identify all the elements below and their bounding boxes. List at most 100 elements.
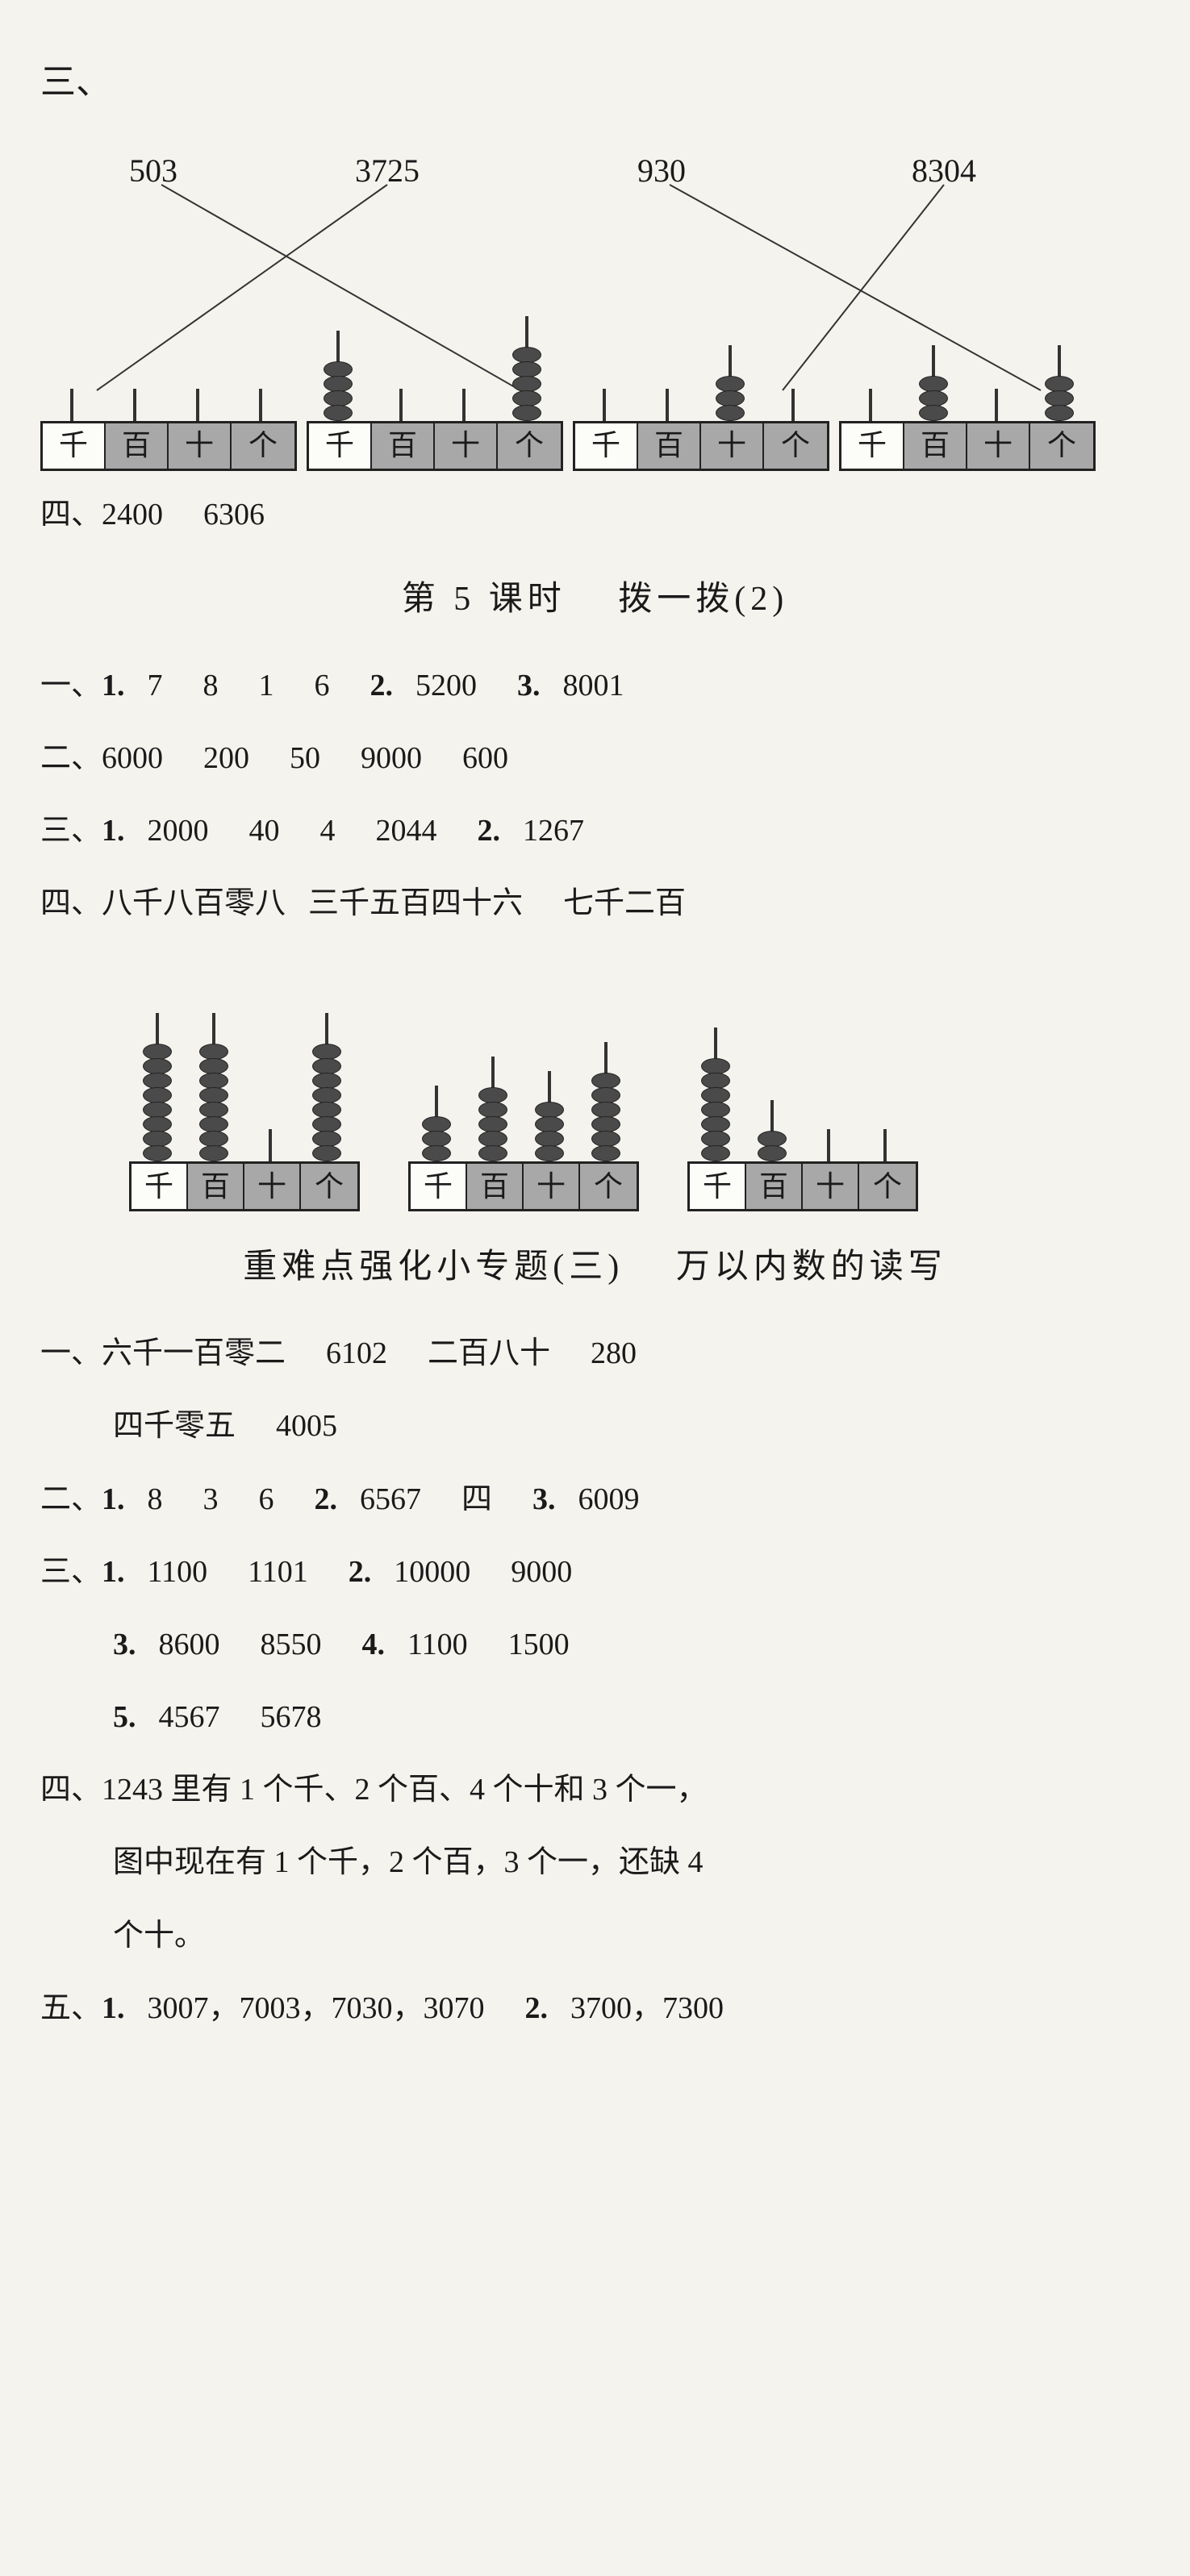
t3-l3-row3: 5.45675678: [40, 1688, 1150, 1746]
abacus-label-cell: 千: [309, 423, 372, 469]
abacus-bead: [758, 1131, 787, 1147]
abacus: 千百十个: [687, 952, 918, 1211]
abacus-bead: [199, 1044, 228, 1060]
abacus-label-cell: 个: [1030, 423, 1093, 469]
abacus-column: [186, 1013, 242, 1161]
abacus-rod: [435, 1086, 438, 1118]
t3-l2: 二、1.8362.6567四3.6009: [40, 1470, 1150, 1528]
abacus-rod: [791, 389, 795, 421]
abacus-base: 千百十个: [129, 1161, 360, 1211]
l5-l3-v2: 1267: [523, 814, 584, 848]
abacus-bead: [716, 376, 745, 392]
abacus: 千百十个: [40, 308, 297, 471]
l5-l1-b1: 1.: [102, 669, 125, 702]
abacus-column: [408, 1086, 465, 1161]
l5-l4-b: 三千五百四十六: [308, 886, 523, 920]
t3-l1-an: 6102: [326, 1336, 387, 1370]
abacus-rod: [932, 345, 935, 377]
abacus-rod: [259, 389, 262, 421]
abacus-column: [103, 389, 166, 421]
abacus-label-cell: 十: [244, 1164, 301, 1209]
abacus-rod: [156, 1013, 159, 1045]
matching-diagram: 50337259308304 千百十个千百十个千百十个千百十个: [40, 132, 1138, 471]
abacus-column: [299, 1013, 355, 1161]
abacus-bead: [591, 1087, 620, 1103]
abacus-bead: [478, 1131, 507, 1147]
abacus-bead: [478, 1087, 507, 1103]
abacus-bead: [591, 1116, 620, 1132]
t3-l3-i4-b: 4.: [362, 1628, 386, 1661]
abacus-bead: [701, 1073, 730, 1089]
abacus-column: [166, 389, 229, 421]
abacus-bead: [591, 1131, 620, 1147]
abacus-bead: [324, 376, 353, 392]
abacus-bead: [312, 1058, 341, 1074]
abacus-bead: [478, 1102, 507, 1118]
l5-l1-v1b: 8: [203, 669, 219, 702]
abacus-column: [636, 389, 699, 421]
abacus: 千百十个: [573, 308, 829, 471]
abacus-label-cell: 个: [232, 423, 294, 469]
abacus-label-cell: 百: [904, 423, 967, 469]
l5-l2-b: 200: [203, 741, 249, 775]
t3-l2-b3: 3.: [532, 1482, 556, 1516]
abacus-label-cell: 百: [188, 1164, 244, 1209]
abacus-bead: [512, 376, 541, 392]
abacus-bead: [701, 1131, 730, 1147]
abacus-column: [40, 389, 103, 421]
abacus-base: 千百十个: [307, 421, 563, 471]
section-3-header: 三、: [40, 48, 1150, 116]
t3-l4-h: 四、: [40, 1773, 102, 1807]
abacus-column: [839, 389, 902, 421]
abacus-column: [902, 345, 965, 421]
l5-l1-v1d: 6: [315, 669, 330, 702]
abacus-bead: [312, 1131, 341, 1147]
t3-l2-v1a: 8: [148, 1482, 163, 1516]
t3-l3-i5-a: 4567: [159, 1700, 220, 1734]
lesson5-abaci: 千百十个千百十个千百十个: [129, 952, 1150, 1211]
t3-l3-i3-a: 8600: [159, 1628, 220, 1661]
l5-l3-v1c: 4: [320, 814, 336, 848]
abacus-bead: [143, 1058, 172, 1074]
abacus-bead: [143, 1073, 172, 1089]
abacus-bead: [535, 1131, 564, 1147]
abacus-base: 千百十个: [40, 421, 297, 471]
abacus-base: 千百十个: [573, 421, 829, 471]
abacus: 千百十个: [408, 952, 639, 1211]
abacus-bead: [1045, 376, 1074, 392]
abacus-bead: [312, 1102, 341, 1118]
t3-l3-i2-a: 10000: [394, 1555, 470, 1589]
abacus-bead: [422, 1131, 451, 1147]
abacus-column: [495, 316, 558, 421]
abacus-rod: [70, 389, 73, 421]
t3-l1-cn: 4005: [276, 1409, 337, 1443]
abacus-column: [800, 1129, 857, 1161]
t3-l3-i5-c: 5678: [261, 1700, 322, 1734]
abacus-bead: [143, 1116, 172, 1132]
abacus-bead: [512, 347, 541, 363]
l5-l2-h: 二、: [40, 741, 102, 775]
t3-l4-row2: 图中现在有 1 个千，2 个百，3 个一，还缺 4: [40, 1833, 1150, 1891]
abacus-bead: [312, 1116, 341, 1132]
abacus-column: [465, 1057, 521, 1161]
abacus-bead: [701, 1116, 730, 1132]
t3-l1-c: 四千零五: [113, 1409, 236, 1443]
l5-l1-v2: 5200: [415, 669, 477, 702]
abacus-bead: [1045, 390, 1074, 406]
t3-l4-row1: 四、1243 里有 1 个千、2 个百、4 个十和 3 个一，: [40, 1761, 1150, 1819]
t3-l5-v1: 3007，7003，7030，3070: [148, 1991, 485, 2025]
t3-l1-bn: 280: [591, 1336, 637, 1370]
abacus-label-cell: 十: [803, 1164, 859, 1209]
abacus-label-cell: 个: [580, 1164, 637, 1209]
l5-l1-h: 一、: [40, 669, 102, 702]
sec4-v1: 2400: [102, 498, 163, 531]
abacus-bead: [312, 1087, 341, 1103]
t3-l2-v2a: 6567: [360, 1482, 421, 1516]
t3-l2-v1b: 3: [203, 1482, 219, 1516]
abacus-bead: [422, 1116, 451, 1132]
abacus-bead: [591, 1102, 620, 1118]
t3-l3-i3-b: 3.: [113, 1628, 136, 1661]
abacus-base: 千百十个: [839, 421, 1096, 471]
abacus-label-cell: 十: [967, 423, 1030, 469]
abacus-bead: [535, 1102, 564, 1118]
